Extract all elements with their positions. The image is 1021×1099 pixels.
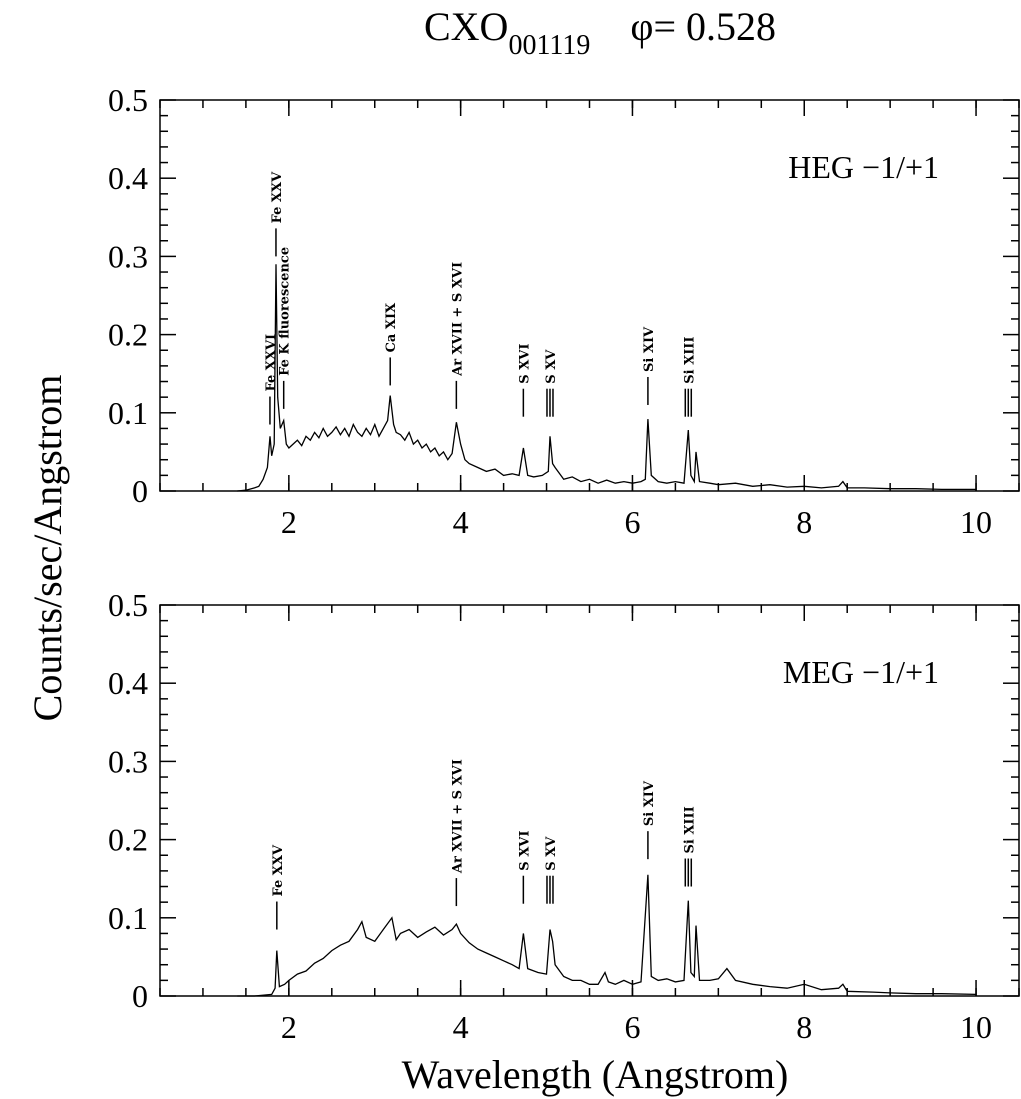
y-tick-label: 0.1 — [108, 395, 148, 431]
line-label: Si XIV — [642, 780, 657, 826]
line-label: Ar XVII + S XVI — [450, 759, 465, 874]
line-label: Ca XIX — [384, 302, 399, 352]
x-tick-label: 10 — [960, 504, 992, 540]
chart-title: CXO001119 φ= 0.528 — [424, 4, 776, 61]
line-label: Si XIV — [642, 326, 657, 372]
y-tick-label: 0.4 — [108, 160, 148, 196]
panel-label: MEG −1/+1 — [783, 654, 939, 690]
x-tick-label: 2 — [281, 1009, 297, 1045]
line-label: Si XIII — [682, 806, 697, 853]
title-main: CXO — [424, 4, 508, 49]
x-tick-label: 6 — [624, 504, 640, 540]
line-label: Fe K fluorescence — [278, 247, 293, 376]
x-tick-label: 4 — [453, 1009, 469, 1045]
title-subscript: 001119 — [508, 30, 590, 61]
y-tick-label: 0.4 — [108, 665, 148, 701]
y-tick-label: 0.3 — [108, 238, 148, 274]
line-label: Fe XXV — [270, 171, 285, 223]
title-phase: φ= 0.528 — [630, 4, 776, 49]
y-tick-label: 0.5 — [108, 82, 148, 118]
y-tick-label: 0.2 — [108, 822, 148, 858]
y-tick-label: 0.5 — [108, 587, 148, 623]
y-axis-label: Counts/sec/Angstrom — [25, 375, 70, 722]
panel-label: HEG −1/+1 — [788, 149, 939, 185]
line-label: Si XIII — [682, 337, 697, 384]
y-tick-label: 0.3 — [108, 743, 148, 779]
y-tick-label: 0 — [132, 473, 148, 509]
spectrum — [237, 264, 976, 492]
line-label: S XVI — [517, 831, 532, 871]
x-tick-label: 4 — [453, 504, 469, 540]
line-label: S XVI — [517, 344, 532, 384]
x-tick-label: 2 — [281, 504, 297, 540]
line-label: S XV — [544, 836, 559, 871]
line-label: Fe XXVI — [264, 334, 279, 392]
x-tick-label: 8 — [796, 504, 812, 540]
line-label: Fe XXV — [271, 844, 286, 896]
x-tick-label: 6 — [624, 1009, 640, 1045]
x-tick-label: 8 — [796, 1009, 812, 1045]
x-axis-label: Wavelength (Angstrom) — [402, 1052, 789, 1097]
line-label: Ar XVII + S XVI — [450, 262, 465, 377]
y-tick-label: 0.2 — [108, 317, 148, 353]
y-tick-label: 0.1 — [108, 900, 148, 936]
line-label: S XV — [544, 349, 559, 384]
y-tick-label: 0 — [132, 978, 148, 1014]
x-tick-label: 10 — [960, 1009, 992, 1045]
spectrum — [237, 874, 977, 997]
